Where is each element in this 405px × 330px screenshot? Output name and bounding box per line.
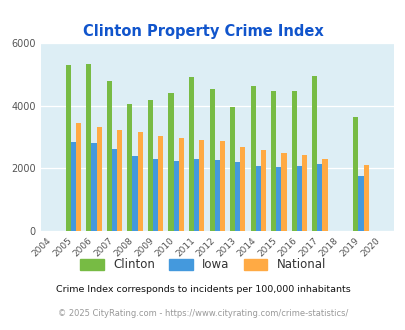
Bar [127,104,132,231]
Bar [358,176,362,231]
Bar [291,90,296,231]
Bar [250,86,255,231]
Bar [209,89,214,231]
Bar [178,138,183,231]
Bar [112,149,117,231]
Bar [137,132,143,231]
Bar [296,166,301,231]
Bar [147,100,153,231]
Bar [199,140,204,231]
Bar [132,156,137,231]
Bar [107,81,112,231]
Bar [219,141,224,231]
Bar [168,93,173,231]
Bar [214,160,219,231]
Bar [317,164,322,231]
Bar [117,130,122,231]
Bar [91,143,96,231]
Bar [271,91,275,231]
Bar [260,150,265,231]
Text: Crime Index corresponds to incidents per 100,000 inhabitants: Crime Index corresponds to incidents per… [55,285,350,294]
Bar [362,165,368,231]
Legend: Clinton, Iowa, National: Clinton, Iowa, National [80,258,325,271]
Bar [255,166,260,231]
Bar [240,147,245,231]
Bar [173,161,178,231]
Text: Clinton Property Crime Index: Clinton Property Crime Index [83,24,322,39]
Bar [311,76,317,231]
Bar [230,107,234,231]
Bar [275,167,281,231]
Bar [322,159,327,231]
Bar [352,117,358,231]
Bar [188,78,194,231]
Bar [153,159,158,231]
Bar [96,127,101,231]
Bar [66,65,71,231]
Bar [281,153,286,231]
Bar [158,136,163,231]
Bar [76,123,81,231]
Bar [301,155,306,231]
Bar [234,162,240,231]
Text: © 2025 CityRating.com - https://www.cityrating.com/crime-statistics/: © 2025 CityRating.com - https://www.city… [58,309,347,318]
Bar [194,159,199,231]
Bar [86,64,91,231]
Bar [71,142,76,231]
